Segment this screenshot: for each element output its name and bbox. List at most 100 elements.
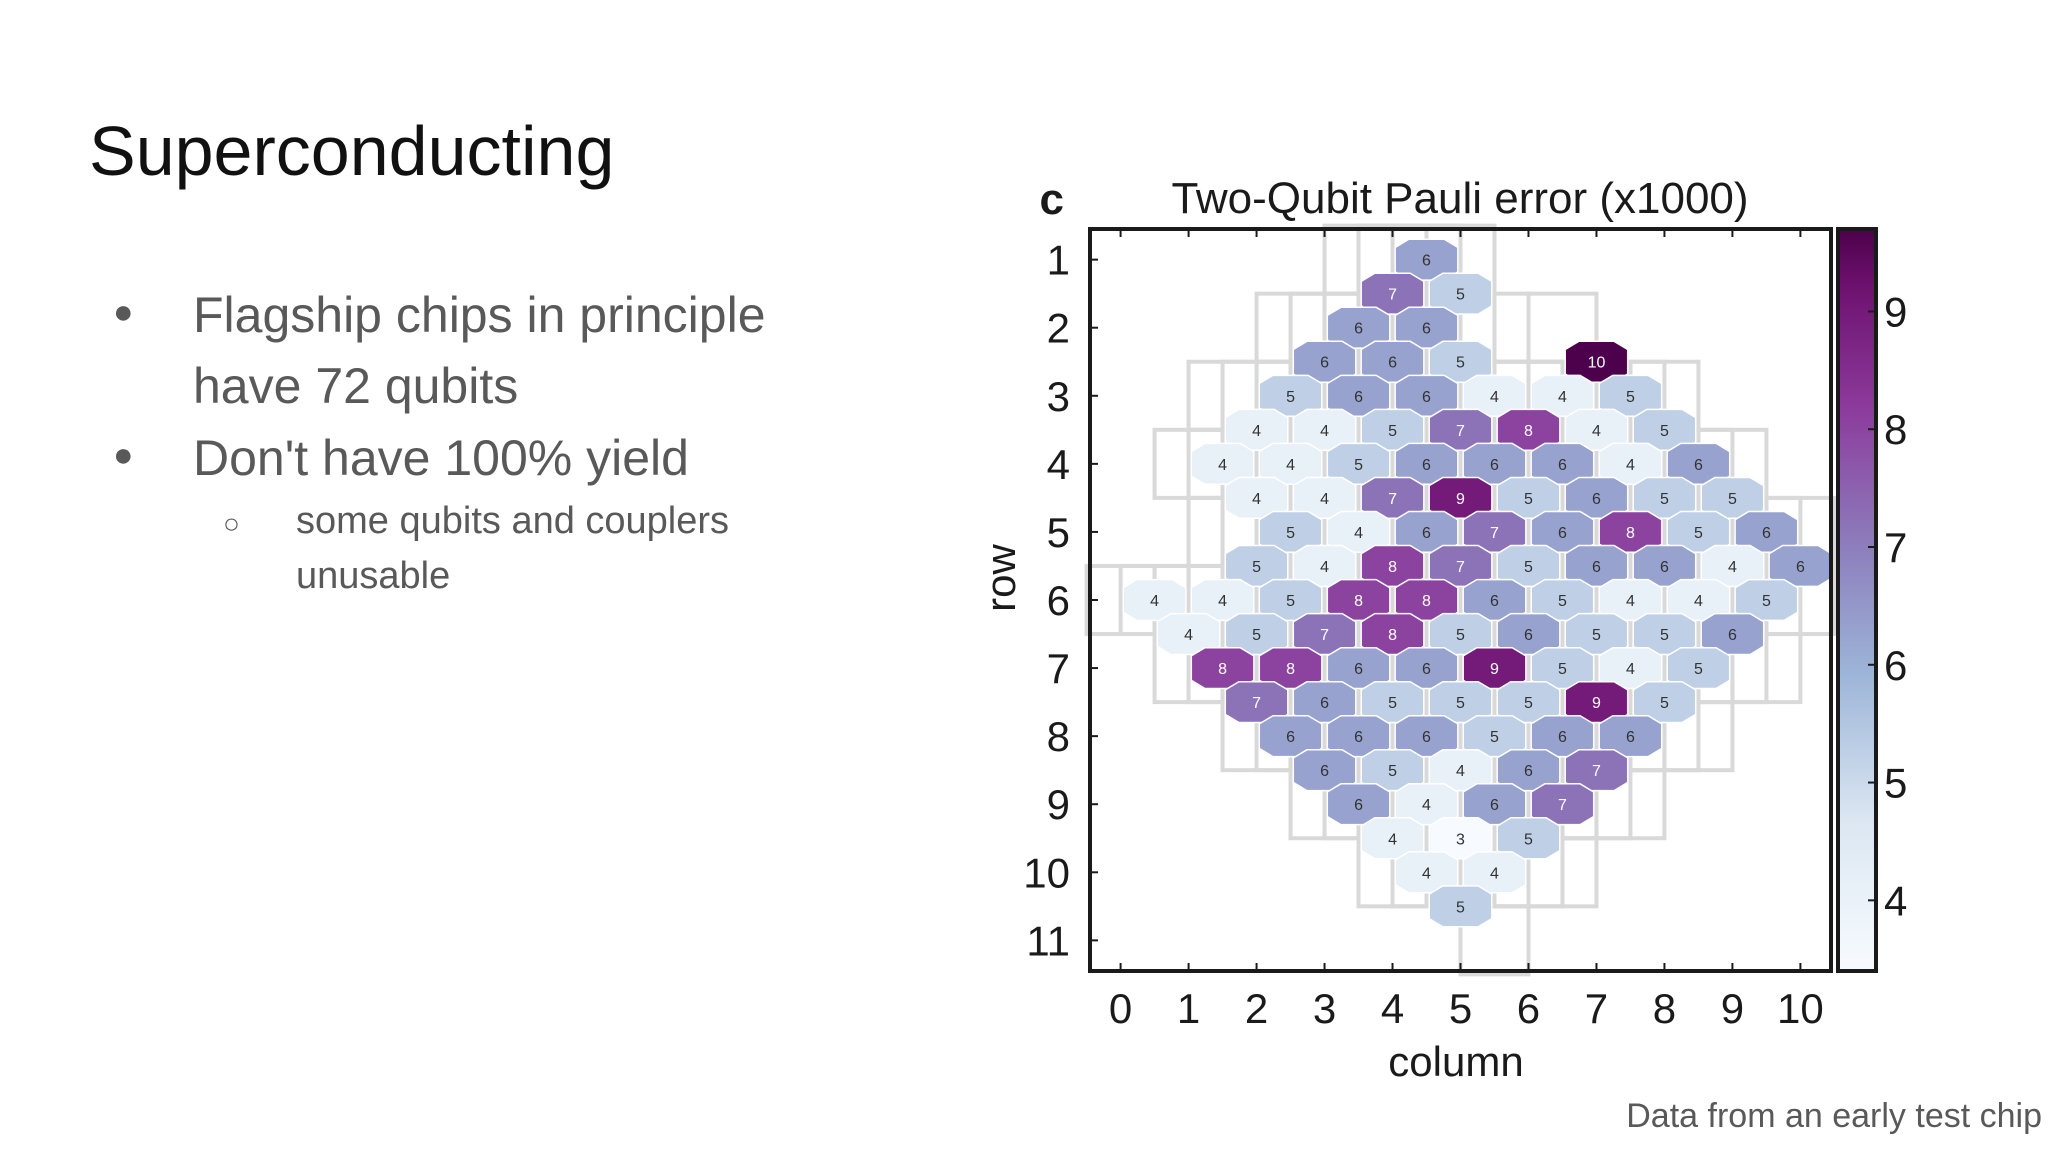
x-tick-label: 0 — [1109, 985, 1132, 1032]
coupler-value-label: 4 — [1150, 593, 1159, 610]
coupler-value-label: 4 — [1490, 865, 1499, 882]
coupler-value-label: 6 — [1558, 457, 1567, 474]
coupler-value-label: 6 — [1320, 355, 1329, 372]
coupler-value-label: 5 — [1456, 899, 1465, 916]
coupler-value-label: 8 — [1354, 593, 1363, 610]
coupler-value-label: 5 — [1456, 287, 1465, 304]
coupler-value-label: 5 — [1388, 423, 1397, 440]
coupler-value-label: 4 — [1456, 763, 1465, 780]
coupler-value-label: 9 — [1592, 695, 1601, 712]
y-tick-label: 3 — [1047, 373, 1070, 420]
colorbar-tick-label: 7 — [1884, 524, 1907, 571]
colorbar-ticks: 4 5 6 7 8 9 — [1868, 288, 1907, 924]
coupler-value-label: 5 — [1660, 695, 1669, 712]
coupler-value-label: 7 — [1558, 797, 1567, 814]
coupler-value-label: 5 — [1388, 763, 1397, 780]
coupler-value-label: 4 — [1252, 423, 1261, 440]
filled-circle-bullet-icon: ● — [113, 436, 134, 474]
coupler-value-label: 7 — [1388, 287, 1397, 304]
x-tick-label: 6 — [1517, 985, 1540, 1032]
coupler-value-label: 5 — [1694, 525, 1703, 542]
coupler-value-label: 6 — [1422, 729, 1431, 746]
x-tick-label: 2 — [1245, 985, 1268, 1032]
coupler-value-label: 6 — [1354, 389, 1363, 406]
coupler-cell — [1428, 272, 1493, 315]
coupler-value-label: 8 — [1218, 661, 1227, 678]
coupler-value-label: 4 — [1184, 627, 1193, 644]
coupler-value-label: 4 — [1354, 525, 1363, 542]
coupler-value-label: 4 — [1422, 865, 1431, 882]
coupler-value-label: 3 — [1456, 831, 1465, 848]
coupler-value-label: 4 — [1694, 593, 1703, 610]
coupler-value-label: 5 — [1524, 559, 1533, 576]
coupler-value-label: 6 — [1592, 559, 1601, 576]
coupler-cell — [1564, 749, 1629, 792]
coupler-value-label: 6 — [1796, 559, 1805, 576]
y-tick-label: 9 — [1047, 781, 1070, 828]
bullet-yield: Don't have 100% yield — [193, 430, 689, 486]
coupler-value-label: 8 — [1388, 627, 1397, 644]
y-axis-label: row — [977, 543, 1024, 611]
caption: Data from an early test chip — [1626, 1097, 2042, 1135]
coupler-value-label: 5 — [1286, 593, 1295, 610]
colorbar-tick-label: 9 — [1884, 288, 1907, 335]
coupler-value-label: 6 — [1490, 593, 1499, 610]
coupler-cell — [1734, 578, 1799, 622]
coupler-cell — [1496, 817, 1561, 860]
coupler-value-label: 5 — [1762, 593, 1771, 610]
coupler-value-label: 6 — [1660, 559, 1669, 576]
coupler-value-label: 8 — [1388, 559, 1397, 576]
coupler-value-label: 5 — [1490, 729, 1499, 746]
coupler-value-label: 6 — [1354, 797, 1363, 814]
coupler-value-label: 7 — [1456, 423, 1465, 440]
coupler-value-label: 4 — [1558, 389, 1567, 406]
coupler-value-label: 10 — [1588, 355, 1606, 372]
coupler-value-label: 7 — [1252, 695, 1261, 712]
slide-title: Superconducting — [89, 112, 615, 190]
coupler-value-label: 6 — [1558, 729, 1567, 746]
coupler-value-label: 5 — [1660, 627, 1669, 644]
coupler-value-label: 8 — [1626, 525, 1635, 542]
y-tick-label: 5 — [1047, 509, 1070, 556]
coupler-value-label: 4 — [1626, 593, 1635, 610]
coupler-cell — [1462, 851, 1527, 894]
coupler-value-label: 6 — [1422, 661, 1431, 678]
coupler-value-label: 7 — [1388, 491, 1397, 508]
coupler-cell — [1598, 714, 1663, 758]
coupler-value-label: 6 — [1422, 457, 1431, 474]
coupler-value-label: 5 — [1252, 627, 1261, 644]
coupler-value-label: 6 — [1422, 321, 1431, 338]
qubit-site — [1458, 904, 1531, 977]
coupler-cell — [1666, 646, 1731, 690]
coupler-value-label: 5 — [1456, 695, 1465, 712]
x-tick-label: 1 — [1177, 985, 1200, 1032]
coupler-value-label: 6 — [1592, 491, 1601, 508]
bullet-qubit-count: Flagship chips in principle have 72 qubi… — [193, 287, 766, 414]
coupler-cell — [1700, 612, 1765, 656]
sub-bullet-unusable: some qubits and couplers unusable — [296, 500, 730, 597]
y-axis-ticks: 1 2 3 4 5 6 7 8 9 10 11 — [1023, 237, 1098, 964]
coupler-value-label: 5 — [1626, 389, 1635, 406]
x-tick-label: 3 — [1313, 985, 1336, 1032]
x-tick-label: 10 — [1777, 985, 1824, 1032]
filled-circle-bullet-icon: ● — [113, 293, 134, 331]
coupler-value-label: 5 — [1354, 457, 1363, 474]
coupler-value-label: 4 — [1252, 491, 1261, 508]
coupler-value-label: 5 — [1286, 525, 1295, 542]
y-tick-label: 6 — [1047, 577, 1070, 624]
panel-label: c — [1040, 175, 1064, 224]
coupler-value-label: 6 — [1354, 321, 1363, 338]
coupler-value-label: 5 — [1456, 627, 1465, 644]
chart-title: Two-Qubit Pauli error (x1000) — [1171, 174, 1748, 223]
coupler-value-label: 4 — [1626, 457, 1635, 474]
coupler-value-label: 6 — [1694, 457, 1703, 474]
colorbar — [1836, 227, 1878, 973]
colorbar-tick-label: 6 — [1884, 642, 1907, 689]
coupler-value-label: 6 — [1354, 661, 1363, 678]
coupler-value-label: 5 — [1252, 559, 1261, 576]
coupler-value-label: 6 — [1422, 253, 1431, 270]
x-tick-label: 4 — [1381, 985, 1404, 1032]
coupler-value-label: 5 — [1558, 661, 1567, 678]
coupler-value-label: 5 — [1694, 661, 1703, 678]
coupler-value-label: 5 — [1660, 423, 1669, 440]
